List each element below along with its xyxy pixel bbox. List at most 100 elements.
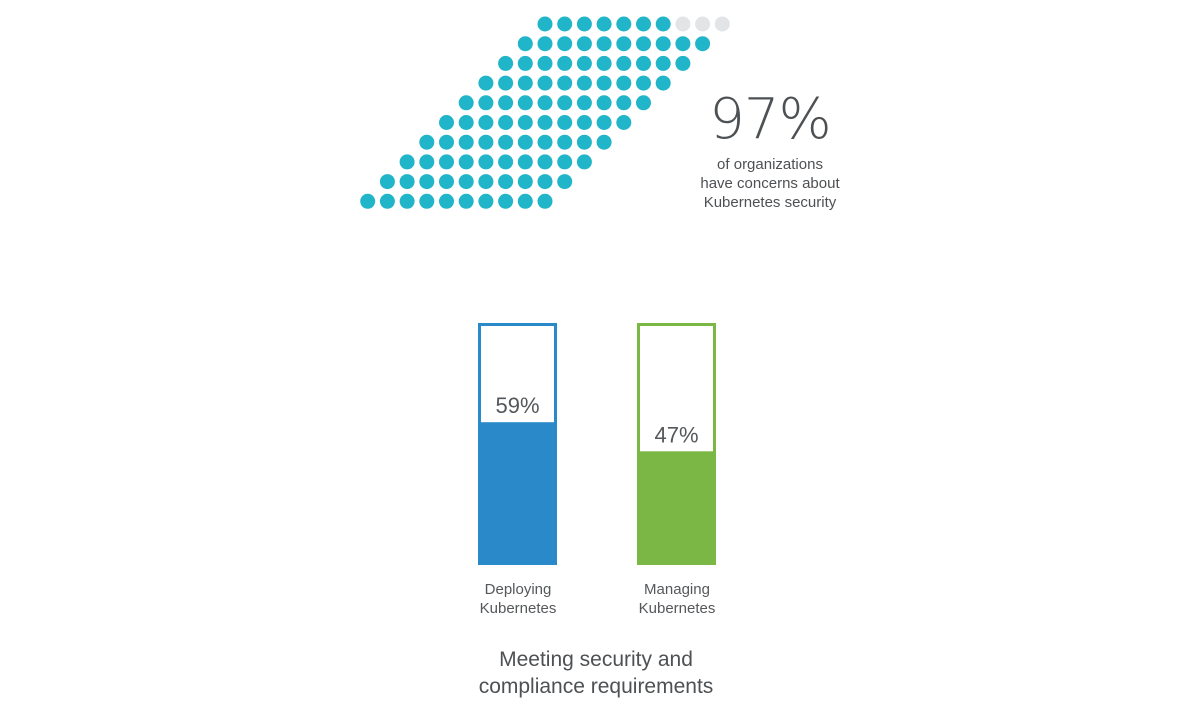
- waffle-dot-filled: [439, 174, 454, 190]
- chart-title: Meeting security and compliance requirem…: [396, 646, 796, 700]
- waffle-dot-filled: [537, 134, 553, 150]
- waffle-dot-filled: [419, 174, 435, 190]
- waffle-dot-filled: [478, 134, 494, 150]
- bar-value-label-deploying: 59%: [495, 393, 539, 418]
- waffle-dot-filled: [399, 174, 415, 190]
- waffle-dot-filled: [616, 115, 632, 130]
- chart-title-line: Meeting security and: [499, 648, 693, 671]
- headline-percentage: 97%: [709, 87, 831, 152]
- waffle-dot-filled: [557, 134, 573, 150]
- headline-caption-line: have concerns about: [700, 175, 840, 192]
- waffle-dot-filled: [517, 36, 533, 52]
- waffle-dot-filled: [695, 36, 711, 52]
- waffle-dot-filled: [537, 95, 553, 111]
- waffle-dot-filled: [636, 36, 651, 52]
- waffle-dot-filled: [478, 154, 494, 170]
- waffle-dot-filled: [439, 193, 454, 209]
- waffle-dot-filled: [379, 174, 395, 190]
- waffle-dot-filled: [576, 154, 592, 170]
- waffle-dot-filled: [537, 36, 553, 52]
- headline-caption-line: of organizations: [717, 156, 823, 173]
- waffle-dot-filled: [517, 55, 533, 71]
- waffle-dot-filled: [498, 174, 514, 190]
- waffle-dot-filled: [596, 55, 612, 71]
- waffle-dot-filled: [616, 16, 632, 32]
- waffle-dot-empty: [695, 16, 711, 32]
- waffle-dot-filled: [419, 193, 435, 209]
- waffle-dot-filled: [636, 95, 651, 111]
- waffle-dot-filled: [498, 134, 514, 150]
- bar-fill-deploying: [478, 422, 557, 565]
- waffle-dot-filled: [596, 115, 612, 130]
- waffle-dot-filled: [458, 154, 474, 170]
- waffle-dot-filled: [498, 95, 514, 111]
- waffle-dot-filled: [557, 55, 573, 71]
- waffle-dot-filled: [498, 75, 514, 91]
- waffle-dot-filled: [517, 193, 533, 209]
- waffle-dot-filled: [537, 193, 553, 209]
- waffle-dot-filled: [537, 174, 553, 190]
- waffle-dot-filled: [439, 154, 454, 170]
- waffle-dot-filled: [596, 36, 612, 52]
- waffle-dot-filled: [439, 115, 454, 130]
- waffle-dot-filled: [458, 174, 474, 190]
- waffle-dot-filled: [596, 75, 612, 91]
- headline-caption: of organizations have concerns about Kub…: [660, 155, 880, 212]
- chart-title-line: compliance requirements: [478, 675, 714, 698]
- waffle-dot-filled: [636, 55, 651, 71]
- waffle-dot-filled: [557, 174, 573, 190]
- waffle-dot-filled: [537, 154, 553, 170]
- waffle-dot-filled: [419, 154, 435, 170]
- waffle-dot-filled: [537, 16, 553, 32]
- waffle-dot-filled: [596, 16, 612, 32]
- waffle-dot-filled: [478, 193, 494, 209]
- waffle-dot-filled: [596, 134, 612, 150]
- waffle-dot-filled: [616, 55, 632, 71]
- waffle-dot-filled: [655, 55, 671, 71]
- waffle-dot-filled: [537, 115, 553, 130]
- bar-fill-managing: [637, 451, 716, 565]
- waffle-dot-filled: [576, 134, 592, 150]
- waffle-dot-filled: [399, 193, 415, 209]
- waffle-dot-filled: [498, 193, 514, 209]
- waffle-dot-filled: [419, 134, 435, 150]
- waffle-dot-empty: [675, 16, 691, 32]
- waffle-dot-filled: [576, 36, 592, 52]
- bar-category-label-line: Kubernetes: [638, 600, 716, 617]
- waffle-dot-filled: [557, 115, 573, 130]
- waffle-dot-filled: [675, 55, 691, 71]
- waffle-dot-filled: [478, 174, 494, 190]
- waffle-dot-filled: [478, 75, 494, 91]
- waffle-dot-filled: [458, 134, 474, 150]
- waffle-dot-filled: [596, 95, 612, 111]
- waffle-dot-filled: [636, 16, 651, 32]
- waffle-dot-filled: [655, 16, 671, 32]
- waffle-dot-filled: [517, 115, 533, 130]
- waffle-dot-filled: [616, 75, 632, 91]
- waffle-dot-filled: [439, 134, 454, 150]
- waffle-dot-filled: [636, 75, 651, 91]
- waffle-dot-filled: [576, 95, 592, 111]
- waffle-dot-filled: [537, 75, 553, 91]
- headline-caption-line: Kubernetes security: [703, 194, 837, 211]
- waffle-dot-empty: [714, 16, 730, 32]
- waffle-dot-filled: [478, 115, 494, 130]
- waffle-dot-filled: [478, 95, 494, 111]
- waffle-dot-filled: [576, 75, 592, 91]
- waffle-dot-filled: [655, 36, 671, 52]
- bar-value-label-managing: 47%: [654, 422, 698, 447]
- bar-category-label-deploying: Deploying Kubernetes: [438, 580, 598, 618]
- waffle-dot-filled: [557, 36, 573, 52]
- waffle-dot-filled: [557, 16, 573, 32]
- waffle-dot-chart: [360, 16, 730, 209]
- waffle-dot-filled: [458, 115, 474, 130]
- waffle-dot-filled: [498, 115, 514, 130]
- waffle-dot-filled: [616, 36, 632, 52]
- waffle-dot-filled: [498, 55, 514, 71]
- waffle-dot-filled: [517, 134, 533, 150]
- waffle-dot-filled: [537, 55, 553, 71]
- waffle-dot-filled: [675, 36, 691, 52]
- waffle-dot-filled: [517, 95, 533, 111]
- waffle-dot-filled: [458, 95, 474, 111]
